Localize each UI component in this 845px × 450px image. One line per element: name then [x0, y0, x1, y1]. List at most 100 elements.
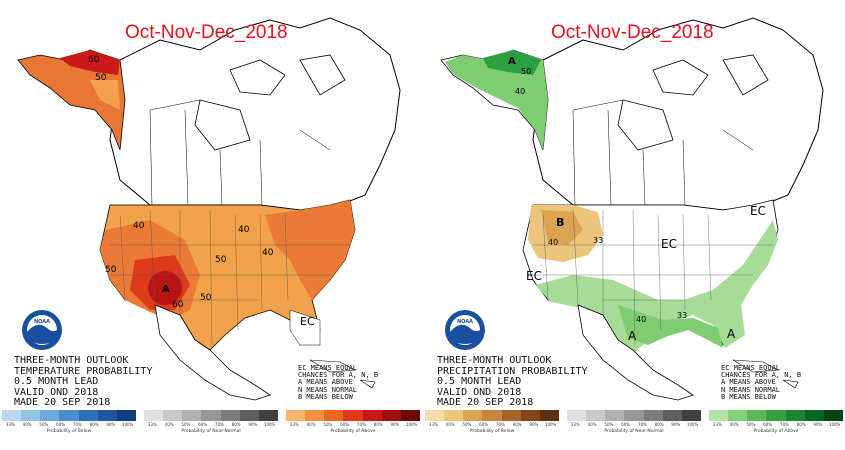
outlook-line-5: MADE 20 SEP 2018: [14, 397, 111, 408]
outlook-line-2: PRECIPITATION PROBABILITY: [437, 365, 588, 377]
alaska-wet-zone: [445, 50, 548, 150]
colorbar-tick-label: 70%: [356, 422, 366, 427]
colorbar-ticks: 33% 40% 50% 60% 70% 80% 90% 100%: [144, 422, 278, 427]
gulf-33-label: 33: [677, 311, 687, 320]
plains-50-label: 50: [215, 255, 227, 265]
colorbar-tick-label: 60%: [56, 422, 66, 427]
colorbar-ticks: 33% 40% 50% 60% 70% 80% 90% 100%: [567, 422, 701, 427]
caribbean-islands: [309, 359, 376, 389]
colorbar-swatch: [286, 410, 306, 421]
colorbar-tick-label: 33%: [428, 422, 438, 427]
colorbar-swatch: [804, 410, 824, 421]
colorbar-swatch: [343, 410, 363, 421]
colorbar-caption: Probability of Below: [46, 429, 92, 434]
colorbar-swatches: [144, 410, 278, 421]
colorbar-swatch: [400, 410, 420, 421]
gulf-wet-core: [618, 305, 723, 348]
colorbar-swatch: [586, 410, 606, 421]
caribbean-islands: [732, 359, 799, 389]
state-lines: [533, 209, 773, 346]
colorbar-tick-label: 33%: [289, 422, 299, 427]
colorbar-tick-label: 40%: [729, 422, 739, 427]
colorbar-tick-label: 40%: [164, 422, 174, 427]
colorbar-caption: Probability of Below: [469, 429, 515, 434]
colorbar-swatch: [59, 410, 79, 421]
colorbar-tick-label: 100%: [686, 422, 699, 427]
colorbar-tick-label: 40%: [587, 422, 597, 427]
colorbar-tick-label: 90%: [106, 422, 116, 427]
ec-legend-line-4: N MEANS NORMAL: [298, 385, 358, 394]
colorbar-tick-label: 100%: [405, 422, 418, 427]
colorbar-swatch: [605, 410, 625, 421]
ec-legend-line-5: B MEANS BELOW: [721, 392, 776, 401]
colorbar-tick-label: 70%: [495, 422, 505, 427]
colorbar-swatch: [425, 410, 445, 421]
outlook-line-2: TEMPERATURE PROBABILITY: [14, 365, 153, 377]
ec-legend-line-4: N MEANS NORMAL: [721, 385, 781, 394]
alaska-50-label: 50: [521, 67, 531, 76]
colorbar-swatch: [163, 410, 183, 421]
ec-legend-line-2: CHANCES FOR A, N, B: [721, 371, 802, 380]
province-lines: [572, 99, 754, 206]
colorbar-tick-label: 60%: [621, 422, 631, 427]
outlook-description: THREE-MONTH OUTLOOK TEMPERATURE PROBABILI…: [14, 355, 153, 409]
ec-legend-line-2: CHANCES FOR A, N, B: [298, 371, 379, 380]
probability-colorbars: 33% 40% 50% 60% 70% 80% 90% 100% Probability of …: [425, 410, 843, 440]
colorbar-swatch: [501, 410, 521, 421]
ec-legend-line-1: EC MEANS EQUAL: [298, 364, 358, 372]
colorbar-tick-label: 50%: [39, 422, 49, 427]
colorbar-swatch: [728, 410, 748, 421]
colorbar-tick-label: 33%: [5, 422, 15, 427]
ec-legend-line-5: B MEANS BELOW: [298, 392, 353, 401]
northwest-dry-core: [541, 210, 583, 245]
nw-40-label: 40: [548, 238, 558, 247]
colorbar-swatches: [567, 410, 701, 421]
outlook-line-1: THREE-MONTH OUTLOOK: [437, 355, 552, 366]
ec-legend-line-3: A MEANS ABOVE: [298, 378, 353, 387]
colorbar-swatches: [425, 410, 559, 421]
colorbar-tick-label: 33%: [147, 422, 157, 427]
colorbar-swatch: [21, 410, 41, 421]
colorbar-caption: Probability of Above: [753, 429, 799, 434]
colorbar-swatches: [709, 410, 843, 421]
colorbar-swatch: [681, 410, 701, 421]
nw-33-label: 33: [593, 236, 603, 245]
colorbar-swatch: [567, 410, 587, 421]
outlook-line-3: 0.5 MONTH LEAD: [14, 376, 99, 387]
colorbar-swatch: [539, 410, 559, 421]
svg-text:NOAA: NOAA: [457, 319, 473, 325]
colorbar-tick-label: 70%: [779, 422, 789, 427]
colorbar-swatch: [258, 410, 278, 421]
colorbar-tick-label: 90%: [813, 422, 823, 427]
colorbar-swatch: [482, 410, 502, 421]
colorbar-tick-label: 80%: [231, 422, 241, 427]
colorbar-tick-label: 80%: [512, 422, 522, 427]
colorbar-swatch: [239, 410, 259, 421]
colorbar-tick-label: 70%: [214, 422, 224, 427]
south-wet-zone: [535, 220, 778, 352]
colorbar-swatch: [785, 410, 805, 421]
colorbar-swatches: [2, 410, 136, 421]
colorbar-tick-label: 33%: [570, 422, 580, 427]
colorbar-swatch: [220, 410, 240, 421]
center-60-label: 60: [172, 300, 184, 310]
map-title: Oct-Nov-Dec_2018: [551, 22, 714, 43]
west-50-label: 50: [105, 265, 117, 275]
outlook-line-1: THREE-MONTH OUTLOOK: [14, 355, 129, 366]
colorbar-group: 33% 40% 50% 60% 70% 80% 90% 100% Probability of …: [709, 410, 843, 440]
center-max-zone: [148, 271, 182, 305]
mexico-outline: [154, 304, 271, 401]
colorbar-swatch: [182, 410, 202, 421]
colorbar-tick-label: 100%: [121, 422, 134, 427]
probability-colorbars: 33% 40% 50% 60% 70% 80% 90% 100% Probability of …: [2, 410, 420, 440]
south-above-label: A: [628, 329, 637, 343]
colorbar-tick-label: 33%: [712, 422, 722, 427]
colorbar-tick-label: 80%: [89, 422, 99, 427]
colorbar-group: 33% 40% 50% 60% 70% 80% 90% 100% Probability of …: [425, 410, 559, 440]
nw-below-label: B: [556, 216, 564, 229]
alaska-60-label: 60: [88, 55, 100, 65]
colorbar-swatch: [709, 410, 729, 421]
colorbar-caption: Probability of Near-Normal: [181, 429, 241, 434]
colorbar-tick-label: 100%: [263, 422, 276, 427]
temperature-map: 60 50 40 50 50 60 A 50 40 40 EC NOAA: [17, 17, 401, 401]
